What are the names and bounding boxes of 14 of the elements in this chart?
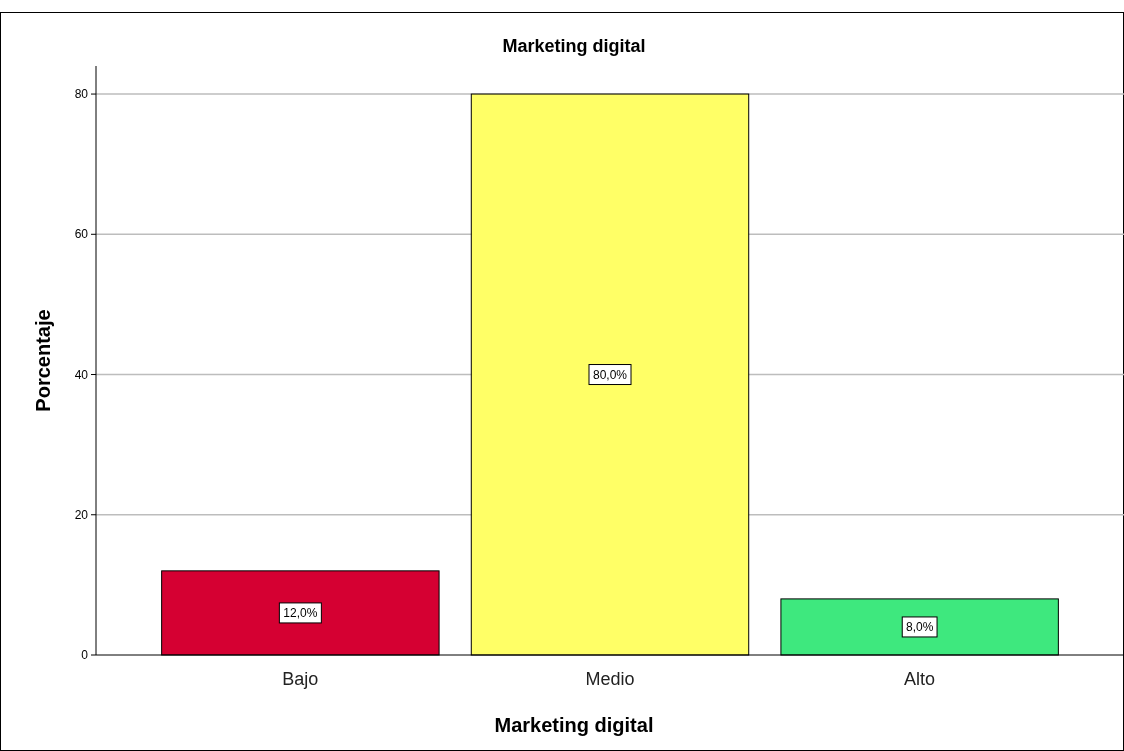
y-tick-label: 40 <box>74 367 89 382</box>
x-tick-label: Alto <box>904 669 936 689</box>
y-axis-title: Porcentaje <box>32 309 54 412</box>
data-label: 8,0% <box>905 620 934 635</box>
y-tick-label: 20 <box>74 507 89 522</box>
x-tick-label: Medio <box>585 669 635 689</box>
chart-title: Marketing digital <box>502 36 646 56</box>
x-axis-title: Marketing digital <box>494 714 654 736</box>
x-tick-label: Bajo <box>282 669 319 689</box>
y-tick-label: 60 <box>74 227 89 242</box>
y-tick-label: 0 <box>81 648 89 662</box>
y-tick-label: 80 <box>74 87 89 102</box>
data-label: 80,0% <box>592 368 628 383</box>
data-label: 12,0% <box>283 606 318 621</box>
